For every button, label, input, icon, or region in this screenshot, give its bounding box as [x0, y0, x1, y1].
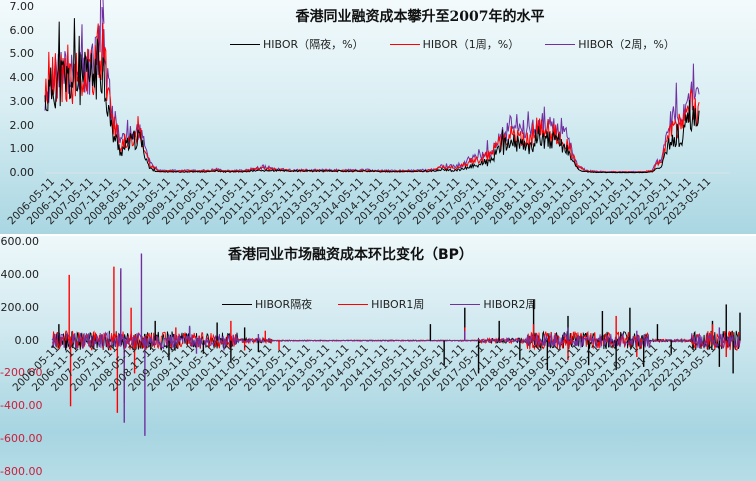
legend-swatch-purple — [450, 303, 481, 305]
top-chart-panel: 香港同业融资成本攀升至2007年的水平 HIBOR（隔夜，%） HIBOR（1周… — [0, 0, 756, 234]
y-tick-label: 200.00 — [0, 300, 40, 314]
legend-label: HIBOR2周 — [483, 298, 537, 311]
bottom-chart-panel: 香港同业市场融资成本环比变化（BP） HIBOR隔夜 HIBOR1周 HIBOR… — [0, 236, 756, 481]
bottom-chart-legend: HIBOR隔夜 HIBOR1周 HIBOR2周 — [222, 296, 537, 312]
legend-label: HIBOR隔夜 — [255, 298, 313, 311]
y-tick-label: 2.00 — [9, 118, 35, 132]
legend-label: HIBOR1周 — [371, 298, 425, 311]
legend-item-overnight: HIBOR隔夜 — [222, 296, 312, 312]
top-chart-plot: 2006-05-112006-11-112007-05-112007-11-11… — [5, 0, 730, 227]
series-line — [51, 329, 741, 351]
y-tick-label: 400.00 — [0, 267, 40, 281]
bottom-chart-title: 香港同业市场融资成本环比变化（BP） — [228, 247, 473, 263]
y-tick-label: 0.00 — [14, 333, 40, 347]
y-tick-label: 0.00 — [9, 166, 35, 179]
y-tick-label: 7.00 — [9, 0, 35, 13]
y-tick-label: -400.00 — [0, 399, 43, 413]
bottom-chart-plot: 2006-05-112006-11-112007-05-112007-11-11… — [10, 253, 741, 436]
y-tick-label: 1.00 — [9, 142, 35, 156]
legend-item-1week: HIBOR1周 — [338, 296, 424, 312]
legend-swatch-black — [222, 303, 252, 305]
top-chart-title: 香港同业融资成本攀升至2007年的水平 — [295, 9, 545, 25]
legend-swatch-purple — [545, 43, 576, 45]
legend-swatch-black — [230, 43, 260, 45]
series-line — [44, 18, 700, 174]
legend-swatch-red — [389, 43, 420, 45]
y-tick-label: 600.00 — [0, 236, 40, 248]
y-tick-label: 5.00 — [9, 47, 35, 61]
legend-label: HIBOR（隔夜，%） — [263, 38, 364, 51]
y-tick-label: -600.00 — [0, 432, 43, 446]
legend-item-2week: HIBOR（2周，%） — [545, 36, 675, 52]
legend-label: HIBOR（1周，%） — [422, 38, 520, 51]
legend-item-1week: HIBOR（1周，%） — [389, 36, 520, 52]
y-tick-label: 3.00 — [9, 94, 35, 108]
series-line — [51, 331, 741, 350]
y-tick-label: -800.00 — [0, 465, 43, 478]
legend-item-2week: HIBOR2周 — [450, 296, 537, 312]
legend-swatch-red — [338, 303, 369, 305]
top-chart-legend: HIBOR（隔夜，%） HIBOR（1周，%） HIBOR（2周，%） — [230, 36, 675, 52]
y-tick-label: -200.00 — [0, 366, 43, 380]
y-tick-label: 6.00 — [9, 23, 35, 37]
legend-item-overnight: HIBOR（隔夜，%） — [230, 36, 364, 52]
legend-label: HIBOR（2周，%） — [578, 38, 675, 51]
y-tick-label: 4.00 — [9, 71, 35, 85]
